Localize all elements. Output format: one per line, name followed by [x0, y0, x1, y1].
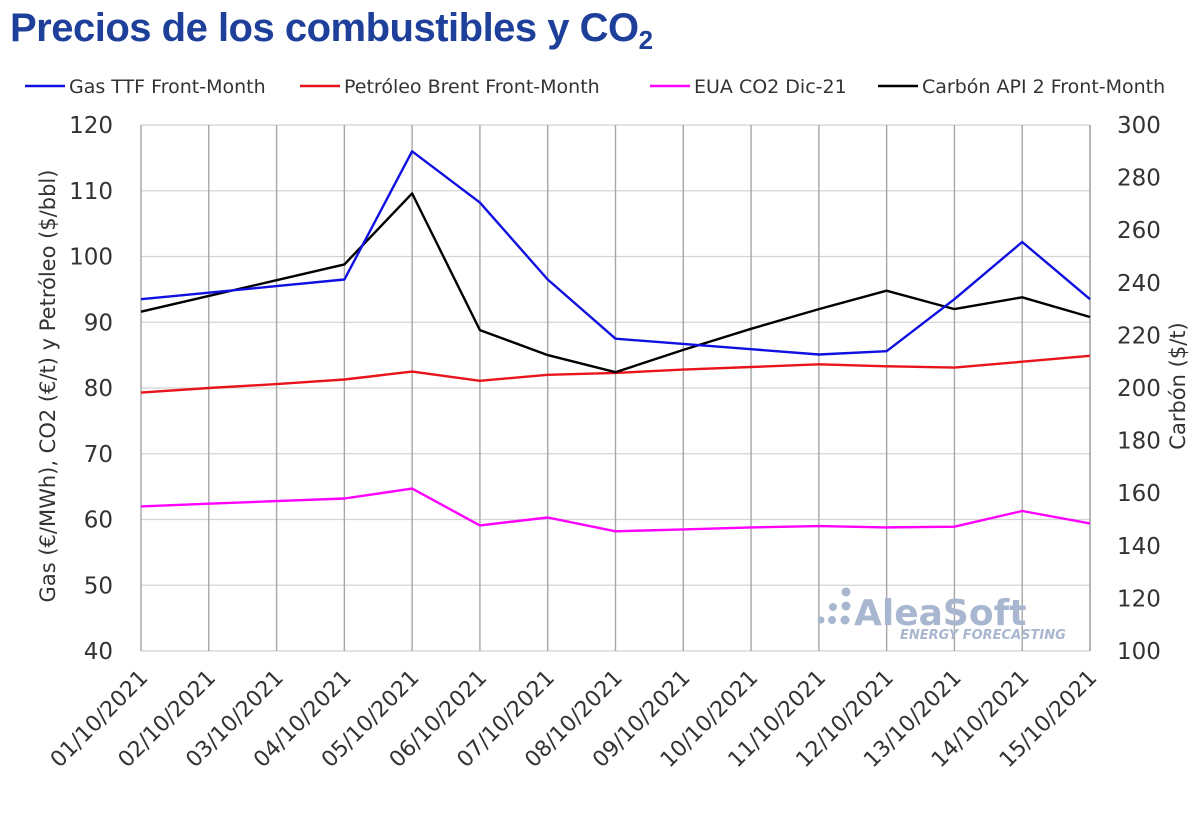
left-tick-label: 90: [84, 310, 113, 336]
left-axis-label: Gas (€/MWh), CO2 (€/t) y Petróleo ($/bbl…: [36, 170, 60, 603]
left-tick-label: 70: [84, 442, 113, 468]
right-tick-label: 280: [1117, 166, 1161, 192]
chart-grid: [140, 124, 1091, 652]
right-tick-label: 160: [1117, 481, 1161, 507]
legend-item: Carbón API 2 Front-Month: [878, 76, 1165, 98]
left-tick-label: 120: [69, 113, 113, 139]
logo-tagline: ENERGY FORECASTING: [900, 628, 1066, 643]
right-tick-label: 200: [1117, 376, 1161, 402]
right-axis-label: Carbón ($/t): [1166, 322, 1190, 449]
right-tick-label: 140: [1117, 534, 1161, 560]
right-tick-label: 300: [1117, 113, 1161, 139]
chart-title: Precios de los combustibles y CO2: [10, 6, 653, 55]
aleasoft-logo: AleaSoft ENERGY FORECASTING: [817, 587, 1066, 643]
left-tick-label: 60: [84, 508, 113, 534]
left-tick-label: 50: [84, 573, 113, 599]
logo-brand: AleaSoft: [854, 593, 1026, 634]
legend-label: Gas TTF Front-Month: [69, 76, 266, 98]
logo-dots-icon: [817, 587, 851, 625]
left-tick-label: 80: [84, 376, 113, 402]
series-line-3: [140, 192, 1091, 374]
right-tick-label: 180: [1117, 429, 1161, 455]
right-tick-label: 120: [1117, 586, 1161, 612]
right-tick-label: 240: [1117, 271, 1161, 297]
series-line-2: [140, 487, 1091, 533]
series-line-0: [140, 150, 1091, 356]
right-tick-label: 220: [1117, 323, 1161, 349]
legend-item: Gas TTF Front-Month: [25, 76, 266, 98]
chart-legend: Gas TTF Front-Month Petróleo Brent Front-…: [25, 76, 1165, 98]
series-layer: [140, 150, 1091, 533]
right-axis-ticks: 100 120 140 160 180 200 220 240 260 280 300: [1117, 113, 1161, 665]
right-tick-label: 260: [1117, 218, 1161, 244]
left-tick-label: 110: [69, 179, 113, 205]
legend-label: Petróleo Brent Front-Month: [344, 76, 600, 98]
legend-item: Petróleo Brent Front-Month: [300, 76, 600, 98]
legend-label: EUA CO2 Dic-21: [694, 76, 847, 98]
left-axis-ticks: 40 50 60 70 80 90 100 110 120: [69, 113, 113, 665]
legend-item: EUA CO2 Dic-21: [650, 76, 847, 98]
legend-label: Carbón API 2 Front-Month: [922, 76, 1165, 98]
left-tick-label: 100: [69, 245, 113, 271]
left-tick-label: 40: [84, 639, 113, 665]
x-axis-ticks: 01/10/202102/10/202103/10/202104/10/2021…: [46, 666, 1102, 773]
right-tick-label: 100: [1117, 639, 1161, 665]
